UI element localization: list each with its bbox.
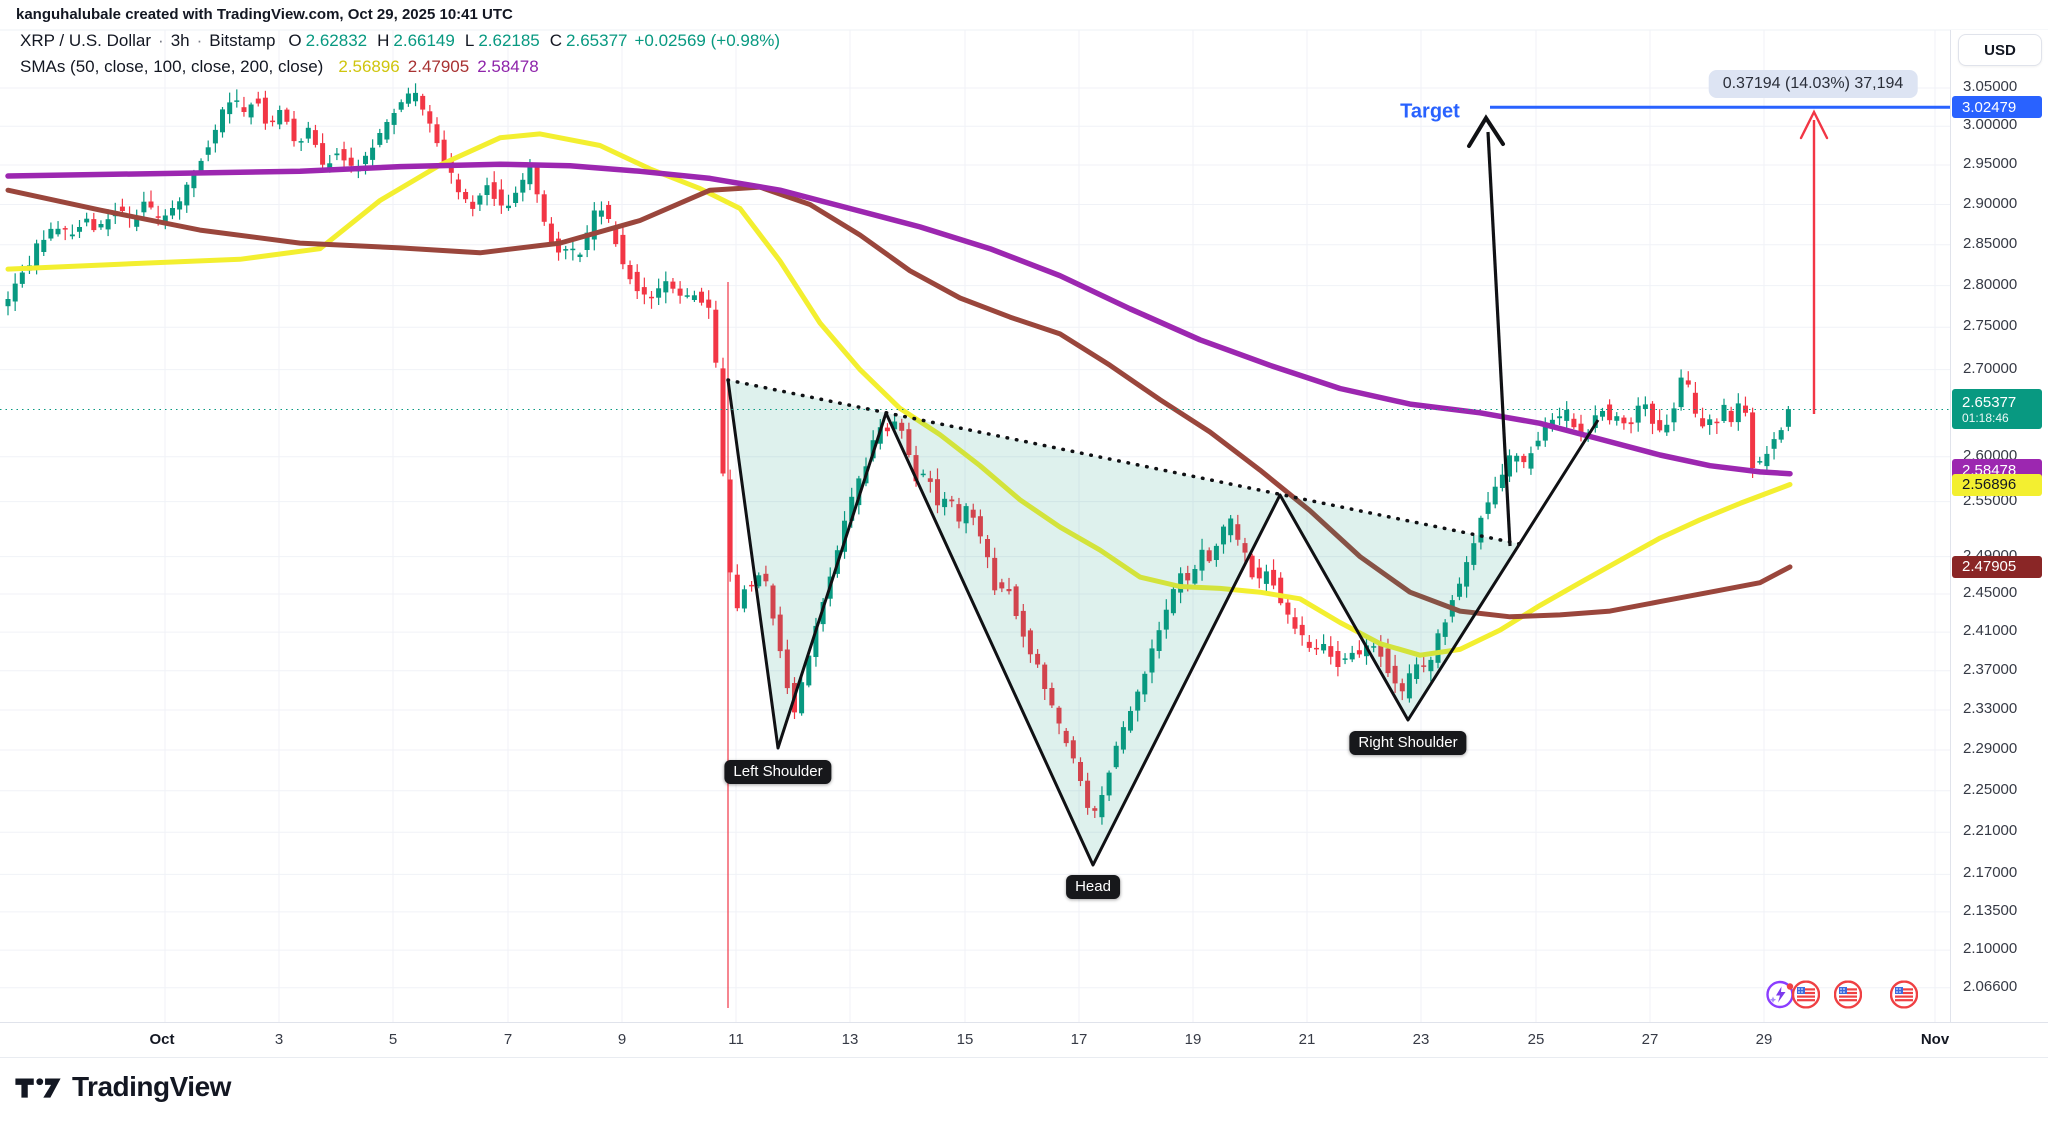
time-tick-29[interactable]: 29 bbox=[1755, 1031, 1773, 1048]
pattern-fill bbox=[728, 380, 886, 748]
price-tick: 2.29000 bbox=[1963, 740, 2018, 758]
price-tick: 3.00000 bbox=[1963, 116, 2018, 134]
ohlc-letter: H bbox=[377, 31, 390, 50]
time-tick-5[interactable]: 5 bbox=[388, 1031, 398, 1048]
time-tick-13[interactable]: 13 bbox=[841, 1031, 859, 1048]
time-tick-25[interactable]: 25 bbox=[1527, 1031, 1545, 1048]
time-tick-19[interactable]: 19 bbox=[1184, 1031, 1202, 1048]
price-tick: 2.13500 bbox=[1963, 901, 2018, 919]
time-tick-15[interactable]: 15 bbox=[956, 1031, 974, 1048]
target-arrow-shaft bbox=[1486, 131, 1512, 547]
time-tick-21[interactable]: 21 bbox=[1298, 1031, 1316, 1048]
price-tick: 2.85000 bbox=[1963, 234, 2018, 252]
pattern-fill bbox=[886, 413, 1280, 865]
separator-dot: · bbox=[196, 31, 203, 50]
separator-dot: · bbox=[158, 31, 164, 50]
price-tick: 2.70000 bbox=[1963, 359, 2018, 377]
us-flag-event-icon[interactable] bbox=[1833, 980, 1863, 1014]
price-tick: 2.06600 bbox=[1963, 977, 2018, 995]
price-tick: 2.37000 bbox=[1963, 660, 2018, 678]
tradingview-logo-mark bbox=[15, 1078, 61, 1098]
ohlc-letter: L bbox=[464, 31, 475, 50]
time-tick-nov[interactable]: Nov bbox=[1920, 1031, 1950, 1048]
last-price-badge[interactable]: 2.65377 01:18:46 bbox=[1952, 389, 2042, 430]
interval-label[interactable]: 3h bbox=[170, 31, 190, 50]
sma-value: 2.47905 bbox=[407, 57, 470, 76]
ohlc-value: 2.62185 bbox=[478, 31, 540, 50]
ohlc-letter: O bbox=[288, 31, 302, 50]
sma-values: 2.56896 2.47905 2.58478 bbox=[330, 57, 538, 77]
sma100-badge[interactable]: 2.47905 bbox=[1952, 555, 2042, 578]
exchange-label[interactable]: Bitstamp bbox=[209, 31, 276, 50]
sma-value: 2.58478 bbox=[477, 57, 539, 76]
price-tick: 2.17000 bbox=[1963, 864, 2018, 882]
sma-value: 2.56896 bbox=[338, 57, 400, 76]
price-tick: 3.05000 bbox=[1963, 78, 2018, 96]
price-tick: 2.10000 bbox=[1963, 940, 2018, 958]
sma-title[interactable]: SMAs (50, close, 100, close, 200, close) bbox=[20, 57, 324, 76]
time-tick-23[interactable]: 23 bbox=[1412, 1031, 1430, 1048]
price-tick: 2.90000 bbox=[1963, 194, 2018, 212]
symbol-legend: XRP / U.S. Dollar · 3h · Bitstamp O 2.628… bbox=[20, 31, 780, 51]
time-tick-9[interactable]: 9 bbox=[617, 1031, 627, 1048]
candles bbox=[5, 83, 1791, 825]
price-tick: 2.45000 bbox=[1963, 584, 2018, 602]
price-tick: 2.25000 bbox=[1963, 780, 2018, 798]
sma50-badge[interactable]: 2.56896 bbox=[1952, 473, 2042, 496]
pattern-zigzag bbox=[726, 379, 1600, 867]
pattern-label-left-shoulder[interactable]: Left Shoulder bbox=[724, 760, 832, 784]
measure-label[interactable]: 0.37194 (14.03%) 37,194 bbox=[1708, 70, 1918, 98]
ai-event-icon[interactable] bbox=[1765, 980, 1795, 1015]
price-tick: 2.80000 bbox=[1963, 275, 2018, 293]
price-tick: 2.21000 bbox=[1963, 822, 2018, 840]
currency-button[interactable]: USD bbox=[1958, 34, 2042, 66]
pattern-fill bbox=[1280, 495, 1520, 720]
price-tick: 2.95000 bbox=[1963, 155, 2018, 173]
pattern-label-right-shoulder[interactable]: Right Shoulder bbox=[1349, 731, 1467, 755]
ohlc-value: 2.65377 bbox=[566, 31, 628, 50]
projection-arrow-head bbox=[1799, 109, 1829, 140]
target-label[interactable]: Target bbox=[1400, 100, 1460, 123]
target-arrow-head bbox=[1467, 114, 1505, 148]
us-flag-event-icon[interactable] bbox=[1791, 980, 1821, 1014]
target-price-badge[interactable]: 3.02479 bbox=[1952, 96, 2042, 119]
us-flag-event-icon[interactable] bbox=[1889, 980, 1919, 1014]
time-axis[interactable]: Oct 3 5 7 9 11 13 15 17 19 21 23 25 27 29 Nov bbox=[0, 1022, 2048, 1058]
time-tick-27[interactable]: 27 bbox=[1641, 1031, 1659, 1048]
time-tick-3[interactable]: 3 bbox=[274, 1031, 284, 1048]
ohlc-value: 2.66149 bbox=[393, 31, 455, 50]
neckline-dotted bbox=[726, 378, 1522, 546]
time-tick-oct[interactable]: Oct bbox=[149, 1031, 175, 1048]
time-tick-17[interactable]: 17 bbox=[1070, 1031, 1088, 1048]
price-tick: 2.41000 bbox=[1963, 622, 2018, 640]
tradingview-logo-text: TradingView bbox=[72, 1071, 231, 1102]
sma100-line bbox=[5, 184, 1793, 620]
symbol-name[interactable]: XRP / U.S. Dollar bbox=[20, 31, 152, 50]
price-tick: 2.55000 bbox=[1963, 491, 2018, 509]
price-tick: 2.33000 bbox=[1963, 700, 2018, 718]
sma50-line bbox=[5, 131, 1793, 658]
time-tick-11[interactable]: 11 bbox=[728, 1031, 744, 1048]
sma-legend: SMAs (50, close, 100, close, 200, close)… bbox=[20, 57, 539, 77]
sma200-line bbox=[5, 161, 1793, 477]
change-label: +0.02569 (+0.98%) bbox=[634, 31, 781, 50]
price-axis[interactable]: 3.05000 3.00000 2.95000 2.90000 2.85000 2.800… bbox=[1950, 30, 2048, 1022]
tradingview-logo[interactable]: TradingView bbox=[14, 1070, 231, 1104]
ohlc-value: 2.62832 bbox=[305, 31, 368, 50]
ohlc-letter: C bbox=[549, 31, 563, 50]
attribution-text: kanguhalubale created with TradingView.c… bbox=[16, 6, 513, 23]
pattern-label-head[interactable]: Head bbox=[1066, 875, 1120, 899]
price-tick: 2.75000 bbox=[1963, 317, 2018, 335]
ohlc-values: O 2.62832 H 2.66149 L 2.62185 C 2.65377 bbox=[282, 31, 627, 51]
time-tick-7[interactable]: 7 bbox=[503, 1031, 513, 1048]
